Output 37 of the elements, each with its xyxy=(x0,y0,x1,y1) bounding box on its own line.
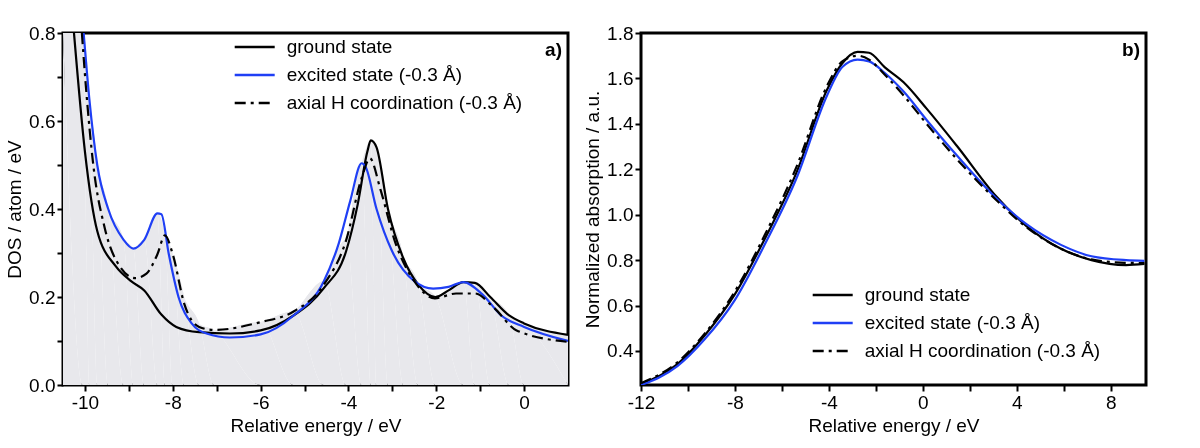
y-axis-title: Normalized absorption / a.u. xyxy=(582,90,604,329)
x-tick-label: -2 xyxy=(428,391,446,413)
x-tick-label: 4 xyxy=(1012,391,1024,413)
y-axis-title: DOS / atom / eV xyxy=(4,140,26,279)
y-tick-label: 0.8 xyxy=(607,249,634,271)
x-tick-label: -8 xyxy=(727,391,744,413)
y-tick-label: 0.2 xyxy=(29,286,56,308)
legend-label: excited state (-0.3 Å) xyxy=(864,312,1040,333)
y-tick-label: 0.0 xyxy=(29,374,56,396)
y-tick-label: 0.4 xyxy=(607,340,634,362)
y-tick-label: 0.4 xyxy=(29,198,56,220)
legend-label: ground state xyxy=(286,36,393,57)
x-tick-label: -4 xyxy=(820,391,839,413)
x-tick-label: -4 xyxy=(340,391,358,413)
y-tick-label: 0.6 xyxy=(29,110,56,132)
y-tick-label: 1.2 xyxy=(607,158,634,180)
x-tick-label: 0 xyxy=(918,391,929,413)
annotation: b) xyxy=(1122,39,1140,60)
y-tick-label: 0.8 xyxy=(29,22,56,44)
x-tick-label: -6 xyxy=(252,391,270,413)
legend-label: excited state (-0.3 Å) xyxy=(286,64,462,85)
y-tick-label: 1.0 xyxy=(607,204,634,226)
x-tick-label: -8 xyxy=(164,391,182,413)
annotation: a) xyxy=(545,39,562,60)
y-tick-label: 1.6 xyxy=(607,67,634,89)
x-tick-label: -10 xyxy=(71,391,100,413)
x-axis-title: Relative energy / eV xyxy=(808,414,980,436)
legend-label: ground state xyxy=(864,284,971,305)
y-tick-label: 1.4 xyxy=(607,113,634,135)
x-tick-label: -12 xyxy=(627,391,656,413)
x-tick-label: 0 xyxy=(519,391,530,413)
x-tick-label: 8 xyxy=(1105,391,1117,413)
y-tick-label: 1.8 xyxy=(607,22,634,44)
legend-label: axial H coordination (-0.3 Å) xyxy=(864,340,1101,361)
x-axis-title: Relative energy / eV xyxy=(230,414,402,436)
y-tick-label: 0.6 xyxy=(607,295,634,317)
legend-label: axial H coordination (-0.3 Å) xyxy=(286,92,523,113)
